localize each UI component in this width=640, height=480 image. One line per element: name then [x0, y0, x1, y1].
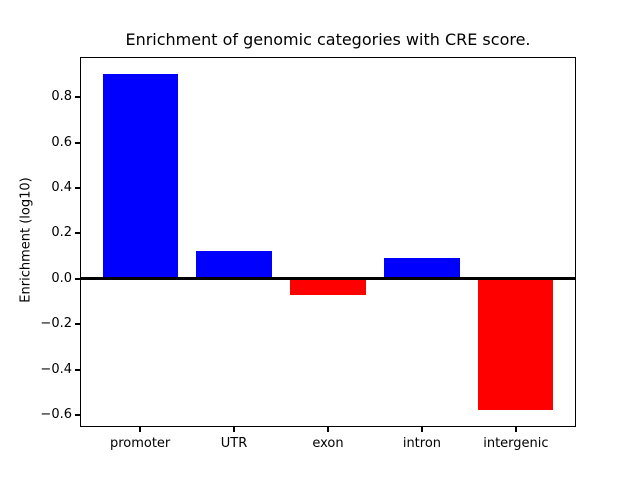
bar-UTR: [196, 251, 272, 279]
y-tick-label: 0.4: [51, 179, 72, 195]
bar-intergenic: [478, 278, 554, 411]
y-tick-label: −0.4: [40, 361, 72, 377]
bar-intron: [384, 258, 460, 279]
x-tick-label: exon: [312, 436, 344, 452]
y-tick-label: 0.0: [51, 270, 72, 286]
x-tick-mark: [327, 427, 329, 433]
x-tick-label: promoter: [109, 436, 171, 452]
y-tick-mark: [75, 277, 80, 280]
x-tick-mark: [139, 427, 142, 433]
x-tick-mark: [233, 427, 236, 433]
y-tick-label: 0.6: [51, 134, 72, 150]
y-tick-mark: [75, 96, 80, 99]
x-tick-label: intergenic: [483, 436, 549, 452]
x-tick-mark: [420, 427, 423, 433]
y-tick-mark: [75, 141, 80, 144]
y-tick-mark: [75, 323, 80, 326]
x-tick-label: intron: [402, 436, 442, 452]
y-tick-label: 0.2: [51, 225, 72, 241]
bar-exon: [290, 278, 366, 295]
bar-promoter: [102, 74, 178, 279]
x-tick-label: UTR: [220, 436, 248, 452]
x-tick-mark: [514, 427, 517, 433]
y-tick-label: −0.2: [40, 316, 72, 332]
y-tick-mark: [75, 186, 80, 189]
y-tick-label: 0.8: [51, 89, 72, 105]
y-tick-label: −0.6: [40, 406, 72, 422]
zero-line: [80, 277, 576, 281]
y-tick-mark: [75, 232, 80, 235]
y-tick-mark: [75, 368, 80, 371]
chart-title: Enrichment of genomic categories with CR…: [125, 30, 531, 49]
y-tick-mark: [75, 413, 80, 416]
